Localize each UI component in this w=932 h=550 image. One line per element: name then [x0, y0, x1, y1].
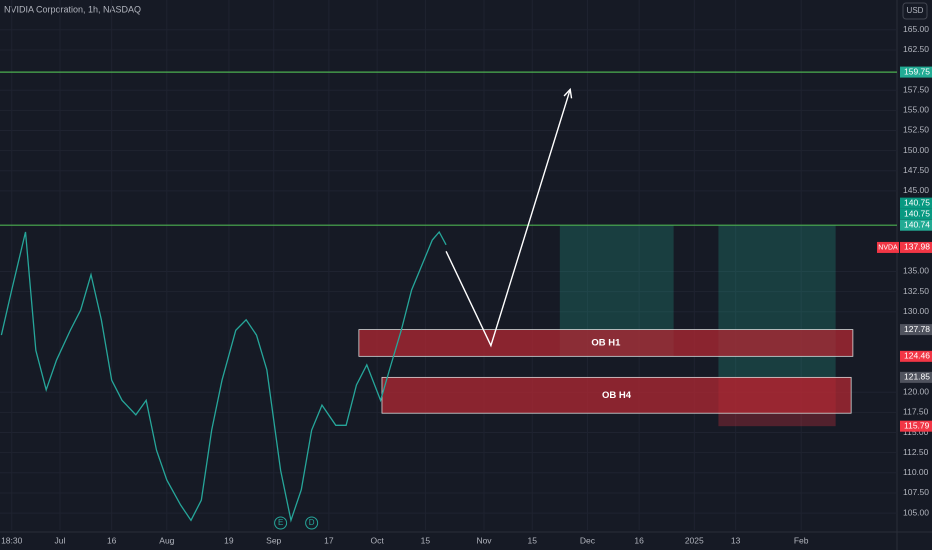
zone [381, 376, 852, 414]
price-tag-label: 124.46 [904, 351, 930, 361]
x-tick-label: 18:30 [1, 535, 23, 545]
y-tick-label: 107.50 [903, 487, 929, 497]
x-tick-label: Oct [371, 535, 385, 545]
price-tag [900, 208, 932, 220]
price-tag [900, 420, 932, 432]
symbol-tag-label: NVDA [878, 244, 898, 251]
y-tick-label: 145.00 [903, 185, 929, 195]
currency-box[interactable] [902, 2, 928, 20]
x-tick-label: 15 [421, 535, 431, 545]
zone-label: OB H1 [591, 337, 621, 348]
price-tag [900, 350, 932, 362]
y-tick-label: 135.00 [903, 266, 929, 276]
price-line [0, 230, 447, 523]
price-tag-label: 115.79 [904, 420, 930, 430]
y-tick-label: 150.00 [903, 145, 929, 155]
x-tick-label: Nov [476, 535, 492, 545]
price-tag-label: 140.75 [904, 197, 930, 207]
currency: USD [907, 6, 924, 15]
zone [358, 329, 854, 357]
price-tag [900, 219, 932, 231]
event-marker [274, 516, 288, 530]
price-tag [900, 241, 932, 253]
x-tick-label: 13 [731, 535, 741, 545]
x-tick-label: Sep [266, 535, 281, 545]
y-tick-label: 162.50 [903, 44, 929, 54]
x-tick-label: Feb [794, 535, 809, 545]
price-tag-label: 159.75 [904, 66, 930, 76]
price-tag [900, 371, 932, 383]
x-tick-label: Jul [55, 535, 66, 545]
zone-label: OB H4 [602, 390, 632, 401]
x-tick-label: 17 [324, 535, 334, 545]
price-tag [900, 197, 932, 209]
y-tick-label: 152.50 [903, 125, 929, 135]
arrow-head [563, 87, 573, 99]
symbol-tag [877, 241, 899, 253]
price-tag [900, 66, 932, 78]
y-tick-label: 155.00 [903, 105, 929, 115]
price-tag-label: 137.98 [904, 242, 930, 252]
price-tag-label: 140.74 [904, 219, 930, 229]
event-label: D [309, 518, 315, 527]
y-tick-label: 132.50 [903, 286, 929, 296]
x-tick-label: Aug [159, 535, 174, 545]
y-tick-label: 157.50 [903, 84, 929, 94]
y-tick-label: 110.00 [903, 467, 929, 477]
chart-title: NVIDIA Corporation, 1h, NASDAQ [4, 4, 141, 14]
event-marker [305, 516, 319, 530]
x-tick-label: 16 [634, 535, 644, 545]
y-tick-label: 147.50 [903, 165, 929, 175]
x-tick-label: 15 [528, 535, 538, 545]
y-tick-label: 112.50 [903, 447, 929, 457]
y-tick-label: 165.00 [903, 24, 929, 34]
x-tick-label: Dec [580, 535, 596, 545]
x-tick-label: 16 [107, 535, 117, 545]
price-tag [900, 324, 932, 336]
price-tag-label: 140.75 [904, 208, 930, 218]
arrow [445, 89, 571, 348]
x-tick-label: 2025 [685, 535, 704, 545]
y-tick-label: 115.00 [903, 427, 929, 437]
y-tick-label: 105.00 [903, 507, 929, 517]
price-tag-label: 127.78 [904, 324, 930, 334]
y-tick-label: 130.00 [903, 306, 929, 316]
x-tick-label: 19 [224, 535, 234, 545]
y-tick-label: 117.50 [903, 407, 929, 417]
event-label: E [278, 518, 283, 527]
price-tag-label: 121.85 [904, 372, 930, 382]
y-tick-label: 120.00 [903, 387, 929, 397]
